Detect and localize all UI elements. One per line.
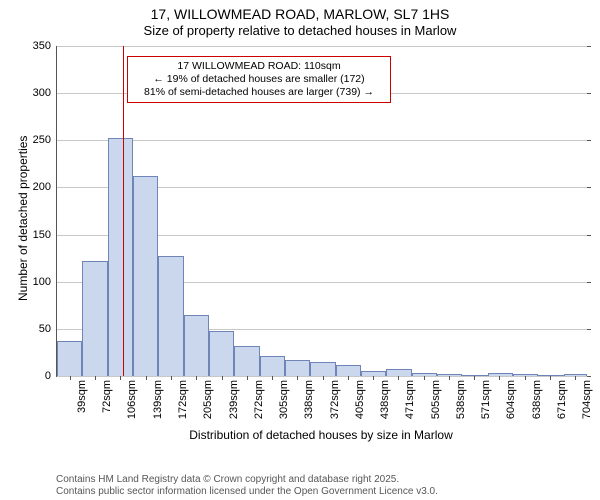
histogram-bar bbox=[538, 375, 564, 376]
histogram-bar bbox=[564, 374, 587, 376]
histogram-bar bbox=[513, 374, 538, 376]
x-tick-label: 172sqm bbox=[177, 380, 189, 419]
histogram-bar bbox=[209, 331, 234, 376]
y-axis-label: Number of detached properties bbox=[16, 136, 30, 301]
plot-area: 05010015020025030035039sqm72sqm106sqm139… bbox=[56, 46, 587, 377]
property-size-marker bbox=[123, 46, 124, 376]
y-tick-label: 300 bbox=[33, 87, 57, 99]
y-tick-label: 100 bbox=[33, 276, 57, 288]
x-tick-label: 305sqm bbox=[278, 380, 290, 419]
histogram-bar bbox=[108, 138, 133, 376]
chart-title-main: 17, WILLOWMEAD ROAD, MARLOW, SL7 1HS bbox=[0, 6, 600, 23]
x-tick-label: 671sqm bbox=[556, 380, 568, 419]
histogram-bar bbox=[488, 373, 513, 376]
histogram-bar bbox=[386, 369, 412, 376]
annotation-line2: ← 19% of detached houses are smaller (17… bbox=[134, 73, 384, 86]
x-tick-label: 538sqm bbox=[455, 380, 467, 419]
x-tick-label: 505sqm bbox=[430, 380, 442, 419]
y-tick-label: 200 bbox=[33, 181, 57, 193]
x-tick-label: 704sqm bbox=[581, 380, 593, 419]
x-tick-label: 39sqm bbox=[76, 380, 88, 413]
histogram-bar bbox=[336, 365, 361, 376]
footer-line2: Contains public sector information licen… bbox=[56, 486, 438, 497]
y-tick-label: 350 bbox=[33, 40, 57, 52]
histogram-bar bbox=[184, 315, 209, 376]
histogram-bar bbox=[437, 374, 462, 376]
y-tick-label: 50 bbox=[39, 323, 57, 335]
x-tick-label: 571sqm bbox=[480, 380, 492, 419]
histogram-bar bbox=[260, 356, 285, 376]
x-axis-label: Distribution of detached houses by size … bbox=[56, 428, 586, 442]
x-tick-label: 205sqm bbox=[202, 380, 214, 419]
histogram-bar bbox=[412, 373, 437, 376]
x-tick-label: 106sqm bbox=[126, 380, 138, 419]
y-tick-label: 0 bbox=[45, 370, 57, 382]
x-tick-label: 372sqm bbox=[329, 380, 341, 419]
annotation-box: 17 WILLOWMEAD ROAD: 110sqm← 19% of detac… bbox=[127, 56, 391, 103]
chart-container: 0 50 100 150 200 250 300 350 39sqm 72sqm 106sqm 139… bbox=[0, 40, 600, 450]
gridline bbox=[57, 140, 587, 141]
histogram-bar bbox=[82, 261, 108, 376]
x-tick-label: 272sqm bbox=[253, 380, 265, 419]
histogram-bar bbox=[133, 176, 158, 376]
x-tick-label: 338sqm bbox=[303, 380, 315, 419]
x-tick-label: 139sqm bbox=[152, 380, 164, 419]
histogram-bar bbox=[285, 360, 310, 376]
x-tick-label: 72sqm bbox=[101, 380, 113, 413]
chart-title-block: 17, WILLOWMEAD ROAD, MARLOW, SL7 1HS Siz… bbox=[0, 0, 600, 38]
chart-title-sub: Size of property relative to detached ho… bbox=[0, 23, 600, 39]
histogram-bar bbox=[234, 346, 260, 376]
x-tick-label: 471sqm bbox=[404, 380, 416, 419]
x-tick-label: 405sqm bbox=[354, 380, 366, 419]
annotation-line3: 81% of semi-detached houses are larger (… bbox=[134, 86, 384, 99]
x-tick-label: 604sqm bbox=[505, 380, 517, 419]
histogram-bar bbox=[462, 375, 488, 376]
gridline bbox=[57, 46, 587, 47]
x-tick-label: 638sqm bbox=[531, 380, 543, 419]
y-tick-label: 150 bbox=[33, 229, 57, 241]
x-tick-label: 438sqm bbox=[379, 380, 391, 419]
x-tick-label: 239sqm bbox=[228, 380, 240, 419]
annotation-line1: 17 WILLOWMEAD ROAD: 110sqm bbox=[134, 60, 384, 73]
footer-line1: Contains HM Land Registry data © Crown c… bbox=[56, 474, 399, 485]
histogram-bar bbox=[310, 362, 336, 376]
histogram-bar bbox=[361, 371, 386, 376]
footer-attribution: Contains HM Land Registry data © Crown c… bbox=[56, 474, 438, 498]
histogram-bar bbox=[158, 256, 184, 376]
histogram-bar bbox=[57, 341, 82, 376]
y-tick-label: 250 bbox=[33, 134, 57, 146]
